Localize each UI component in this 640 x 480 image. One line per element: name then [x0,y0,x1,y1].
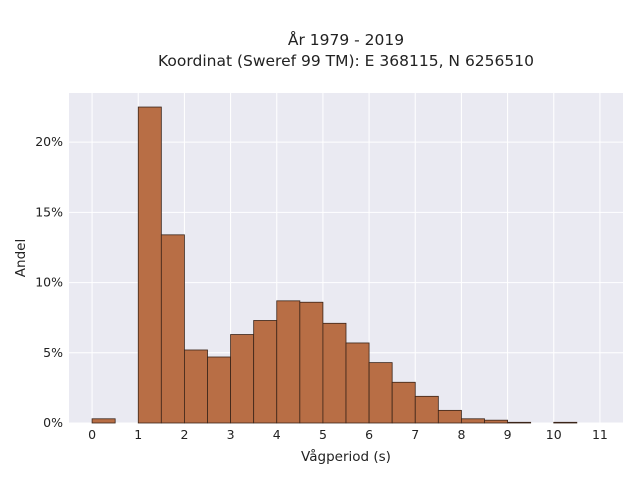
histogram-bar [207,356,231,424]
x-axis-label: Vågperiod (s) [301,448,391,465]
histogram-bar [414,395,439,424]
chart-title-line-2: Koordinat (Sweref 99 TM): E 368115, N 62… [158,52,534,70]
x-tick-label: 5 [319,427,327,442]
x-tick-label: 0 [88,427,96,442]
histogram-bar [276,300,301,424]
x-tick-label: 10 [546,427,562,442]
histogram-bar [299,301,324,424]
histogram-bar [345,342,370,424]
y-axis-ticks: 0% 5% 10% 15% 20% [35,134,63,430]
histogram-bar [553,421,578,424]
y-tick-label: 5% [43,345,63,360]
x-axis-ticks: 0 1 2 3 4 5 6 7 8 9 10 11 [88,427,608,442]
chart-title-line-1: År 1979 - 2019 [288,30,404,49]
x-tick-label: 9 [504,427,512,442]
x-tick-label: 2 [180,427,188,442]
histogram-bar [368,362,393,424]
histogram-bar [184,349,208,424]
y-tick-label: 10% [35,275,63,290]
y-tick-label: 20% [35,134,63,149]
histogram-bar [461,418,485,424]
x-tick-label: 7 [411,427,419,442]
histogram-bar [507,421,532,424]
histogram-bar [484,419,508,424]
histogram-bar [437,409,462,424]
histogram-bar [160,234,185,424]
x-tick-label: 8 [457,427,465,442]
y-tick-label: 15% [35,204,63,219]
histogram-bar [253,320,278,424]
histogram-bars [91,106,578,424]
histogram-bar [391,381,416,424]
histogram-bar [91,418,116,424]
histogram-bar [137,106,162,424]
histogram-bar [322,322,347,424]
y-axis-label: Andel [13,239,29,277]
x-tick-label: 11 [592,427,608,442]
y-tick-label: 0% [43,415,63,430]
x-tick-label: 4 [273,427,281,442]
x-tick-label: 3 [227,427,235,442]
histogram-bar [230,334,255,424]
x-tick-label: 6 [365,427,373,442]
x-tick-label: 1 [134,427,142,442]
